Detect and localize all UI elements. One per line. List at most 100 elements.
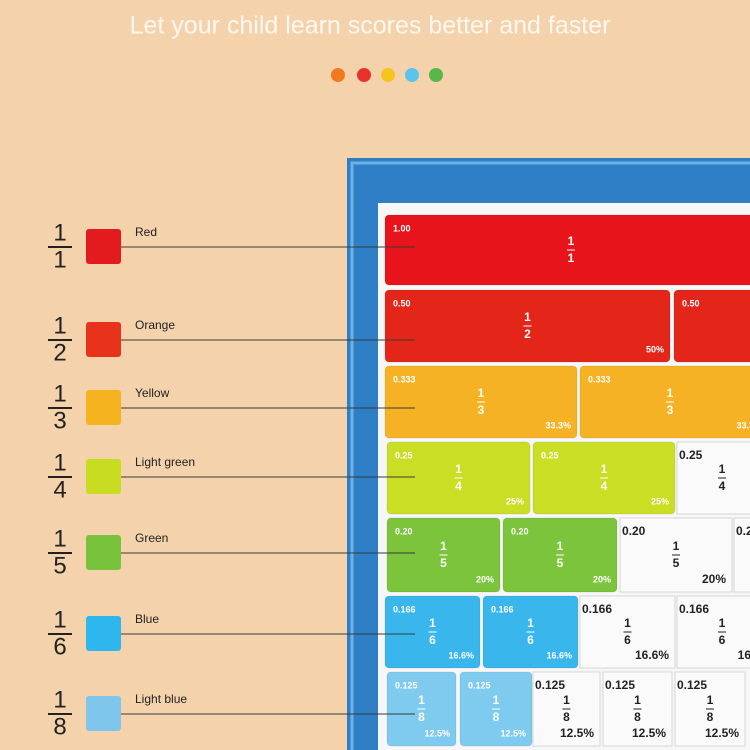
tile-percent: 16.6% (635, 648, 669, 662)
tile-denominator: 8 (493, 710, 500, 724)
tile-denominator: 6 (429, 633, 436, 647)
tile-denominator: 5 (557, 556, 564, 570)
legend-numerator: 1 (53, 219, 66, 246)
tile: 0.166 1 6 16.6% (384, 595, 481, 669)
legend-numerator: 1 (53, 380, 66, 407)
legend-denominator: 5 (53, 552, 66, 579)
tile: 0.25 1 4 25% (386, 441, 531, 515)
tile-decimal: 0.333 (393, 374, 416, 384)
tile-numerator: 1 (634, 693, 641, 707)
tile-denominator: 6 (527, 633, 534, 647)
dot (429, 68, 443, 82)
legend-denominator: 2 (53, 339, 66, 366)
tile-numerator: 1 (563, 693, 570, 707)
tile-decimal: 0.166 (582, 602, 612, 616)
legend-numerator: 1 (53, 525, 66, 552)
tile: 0.25 1 4 25% (532, 441, 676, 515)
tile: 0.50 (673, 289, 750, 363)
tile-numerator: 1 (624, 616, 631, 630)
legend-label: Orange (135, 318, 175, 332)
dot (331, 68, 345, 82)
tile-numerator: 1 (524, 310, 531, 324)
tile-decimal: 0.125 (677, 678, 707, 692)
tile-denominator: 2 (524, 327, 531, 341)
tile-denominator: 8 (563, 710, 570, 724)
legend-denominator: 1 (53, 246, 66, 273)
legend-item: 11 Red (48, 219, 415, 273)
tile-decimal: 0.20 (511, 526, 529, 536)
legend-label: Red (135, 225, 157, 239)
legend-label: Light green (135, 455, 195, 469)
tile-numerator: 1 (707, 693, 714, 707)
tile-decimal: 0.25 (541, 450, 559, 460)
legend-label: Blue (135, 612, 159, 626)
legend-item: 16 Blue (48, 606, 415, 660)
tile-numerator: 1 (673, 539, 680, 553)
title: Let your child learn scores better and f… (130, 12, 611, 40)
tile: 0.25 1 4 (676, 441, 750, 515)
legend-swatch (86, 616, 121, 651)
tile-percent: 16.6 (738, 648, 750, 662)
legend-numerator: 1 (53, 606, 66, 633)
tile-denominator: 3 (667, 403, 674, 417)
legend-item: 13 Yellow (48, 380, 415, 434)
tile: 0.333 1 3 33.3% (384, 365, 578, 439)
tile-decimal: 0.2 (736, 524, 750, 538)
tile-numerator: 1 (719, 462, 726, 476)
tile-decimal: 0.333 (588, 374, 611, 384)
board-frame-edge (350, 161, 750, 750)
tile: 0.166 1 6 16.6% (482, 595, 579, 669)
tile-percent: 12.5% (632, 726, 666, 740)
tile-decimal: 0.20 (395, 526, 413, 536)
tile-percent: 20% (702, 572, 726, 586)
tile: 0.20 1 5 20% (386, 517, 501, 593)
legend-denominator: 6 (53, 633, 66, 660)
tile-decimal: 0.166 (491, 604, 514, 614)
tile-percent: 25% (506, 496, 524, 506)
tile-percent: 16.6% (448, 650, 474, 660)
tile-numerator: 1 (667, 386, 674, 400)
tile-percent: 16.6% (546, 650, 572, 660)
tile: 0.166 1 6 16.6 (676, 595, 750, 669)
tile-body (673, 289, 750, 363)
tile-denominator: 4 (601, 479, 608, 493)
legend-denominator: 3 (53, 407, 66, 434)
tile-decimal: 0.20 (622, 524, 646, 538)
tile-denominator: 6 (719, 633, 726, 647)
tile-denominator: 8 (418, 710, 425, 724)
tile-decimal: 0.25 (679, 448, 703, 462)
legend-numerator: 1 (53, 686, 66, 713)
tile-decimal: 0.125 (605, 678, 635, 692)
tile-numerator: 1 (601, 462, 608, 476)
tile-percent: 25% (651, 496, 669, 506)
legend-swatch (86, 229, 121, 264)
legend-numerator: 1 (53, 312, 66, 339)
tile: 1.00 1 1 (384, 214, 750, 286)
board: 1.00 1 1 0.50 1 2 50% 0.50 0.333 1 3 33.3% 0.333 1 3 33… (384, 214, 750, 747)
tile-numerator: 1 (478, 386, 485, 400)
tile-percent: 33.3% (545, 420, 571, 430)
tile-percent: 20% (476, 574, 494, 584)
legend-item: 14 Light green (48, 449, 415, 503)
tile-decimal: 0.166 (679, 602, 709, 616)
tile-denominator: 6 (624, 633, 631, 647)
legend-item: 18 Light blue (48, 686, 415, 740)
legend-swatch (86, 696, 121, 731)
tile-body (733, 517, 750, 593)
tile-denominator: 1 (568, 251, 575, 265)
legend-denominator: 8 (53, 713, 66, 740)
tile-body (676, 441, 750, 515)
tile-percent: 12.5% (705, 726, 739, 740)
legend-item: 12 Orange (48, 312, 415, 366)
dot (405, 68, 419, 82)
tile-denominator: 5 (673, 556, 680, 570)
tile-body (676, 595, 750, 669)
tile-numerator: 1 (429, 616, 436, 630)
legend-label: Yellow (135, 386, 170, 400)
tile-decimal: 0.50 (682, 298, 700, 308)
